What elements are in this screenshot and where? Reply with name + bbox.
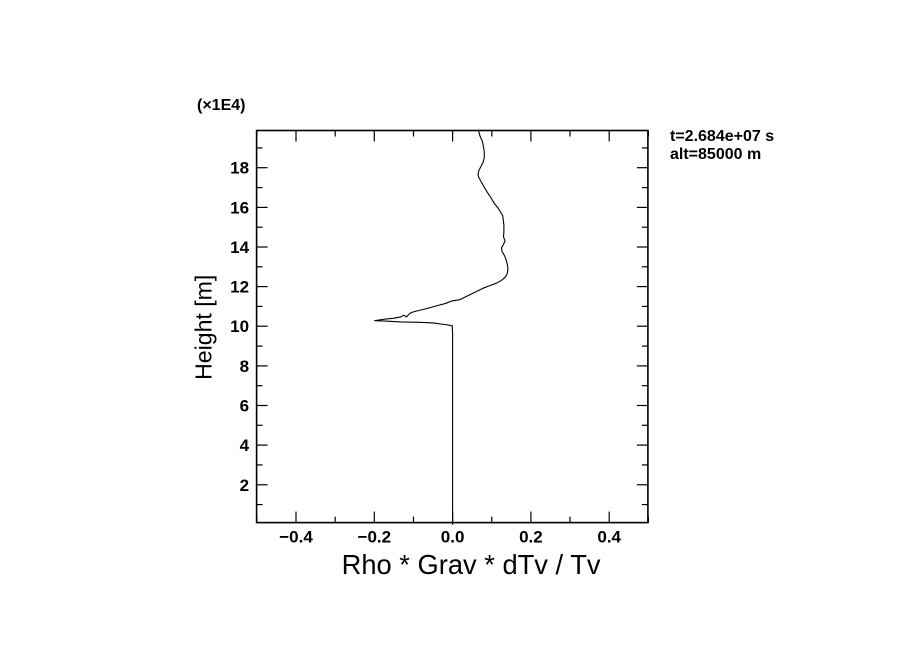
- svg-text:0.0: 0.0: [441, 528, 465, 547]
- svg-text:10: 10: [230, 317, 249, 336]
- svg-text:8: 8: [240, 357, 249, 376]
- svg-text:12: 12: [230, 278, 249, 297]
- svg-text:−0.4: −0.4: [279, 528, 313, 547]
- svg-text:6: 6: [240, 397, 249, 416]
- svg-text:4: 4: [240, 436, 250, 455]
- svg-text:−0.2: −0.2: [358, 528, 392, 547]
- svg-text:0.4: 0.4: [597, 528, 621, 547]
- svg-text:2: 2: [240, 476, 249, 495]
- svg-text:Height [m]: Height [m]: [191, 275, 217, 380]
- svg-text:0.2: 0.2: [519, 528, 543, 547]
- svg-text:14: 14: [230, 238, 249, 257]
- svg-text:18: 18: [230, 159, 249, 178]
- svg-text:Rho * Grav * dTv / Tv: Rho * Grav * dTv / Tv: [342, 549, 601, 580]
- svg-text:16: 16: [230, 198, 249, 217]
